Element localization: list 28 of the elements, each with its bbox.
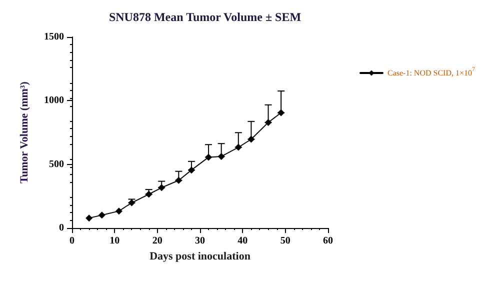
x-tick-label: 50 (280, 236, 290, 246)
point (248, 136, 255, 143)
point (145, 190, 152, 198)
y-tick-label: 500 (49, 158, 64, 170)
point (264, 118, 272, 126)
point (278, 109, 285, 116)
point (86, 214, 93, 222)
x-tick-label: 10 (110, 236, 120, 246)
point (234, 144, 242, 151)
x-tick-label: 60 (323, 236, 333, 246)
y-axis-title: Tumor Volume (mm³) (18, 81, 30, 184)
x-tick-label: 30 (195, 236, 205, 246)
chart-title: SNU878 Mean Tumor Volume ± SEM (108, 10, 302, 24)
y-tick-label: 1000 (44, 95, 64, 106)
point (218, 152, 225, 160)
point (188, 166, 195, 174)
x-tick-label: 20 (152, 236, 162, 246)
point (115, 208, 122, 215)
point (205, 154, 212, 161)
point (98, 212, 106, 219)
point (158, 184, 166, 192)
x-axis-title: Days post inoculation (150, 250, 250, 262)
point (128, 199, 136, 206)
point (175, 176, 182, 184)
x-tick-label: 0 (70, 236, 74, 246)
y-tick-label: 0 (59, 222, 64, 234)
y-tick-label: 1500 (44, 32, 64, 42)
x-tick-label: 40 (238, 236, 248, 246)
